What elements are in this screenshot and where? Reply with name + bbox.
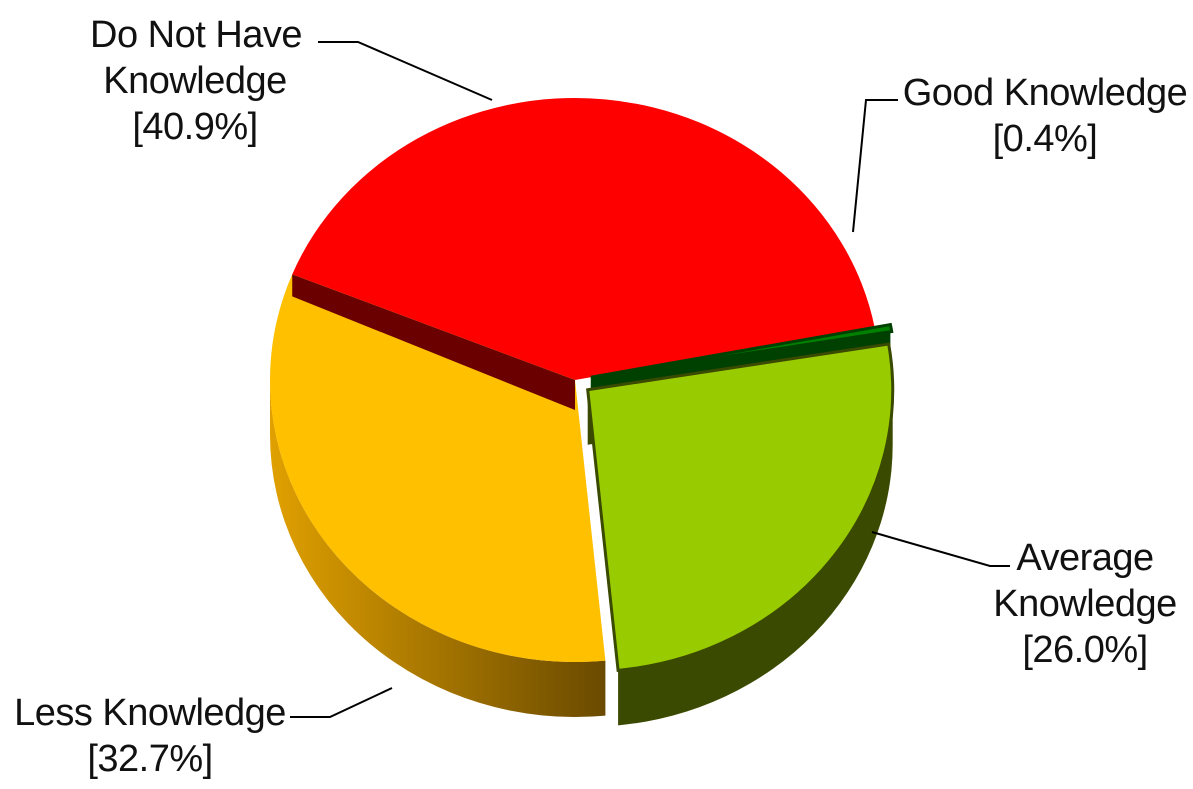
slice-do-not-have-knowledge — [292, 97, 875, 380]
label-pct: [26.0%] — [1022, 629, 1148, 671]
leader-line-less — [290, 687, 393, 718]
label-average-knowledge: Average Knowledge [26.0%] — [985, 535, 1185, 673]
label-line: Knowledge — [103, 60, 287, 102]
slice-do-not-have-knowledge-edge — [292, 274, 575, 410]
leader-lines — [290, 41, 1010, 718]
label-pct: [40.9%] — [132, 106, 258, 148]
slice-average-knowledge-side — [618, 389, 893, 726]
label-line: Do Not Have — [90, 14, 303, 56]
leader-line-do-not-have — [318, 41, 493, 101]
leader-line-average — [871, 531, 1010, 567]
label-line: Average — [1016, 537, 1154, 579]
label-pct: [32.7%] — [87, 738, 213, 780]
slice-good-knowledge — [590, 322, 894, 379]
label-good-knowledge: Good Knowledge [0.4%] — [900, 70, 1190, 162]
label-line: Good Knowledge — [902, 72, 1188, 114]
label-do-not-have-knowledge: Do Not Have Knowledge [40.9%] — [90, 12, 303, 150]
label-line: Knowledge — [993, 583, 1177, 625]
slice-less-knowledge-side — [270, 380, 606, 717]
slice-average-knowledge — [586, 342, 895, 672]
label-less-knowledge: Less Knowledge [32.7%] — [10, 690, 290, 782]
label-pct: [0.4%] — [992, 118, 1098, 160]
pie-slices — [270, 97, 895, 672]
label-line: Less Knowledge — [14, 692, 286, 734]
leader-line-good — [852, 99, 898, 233]
